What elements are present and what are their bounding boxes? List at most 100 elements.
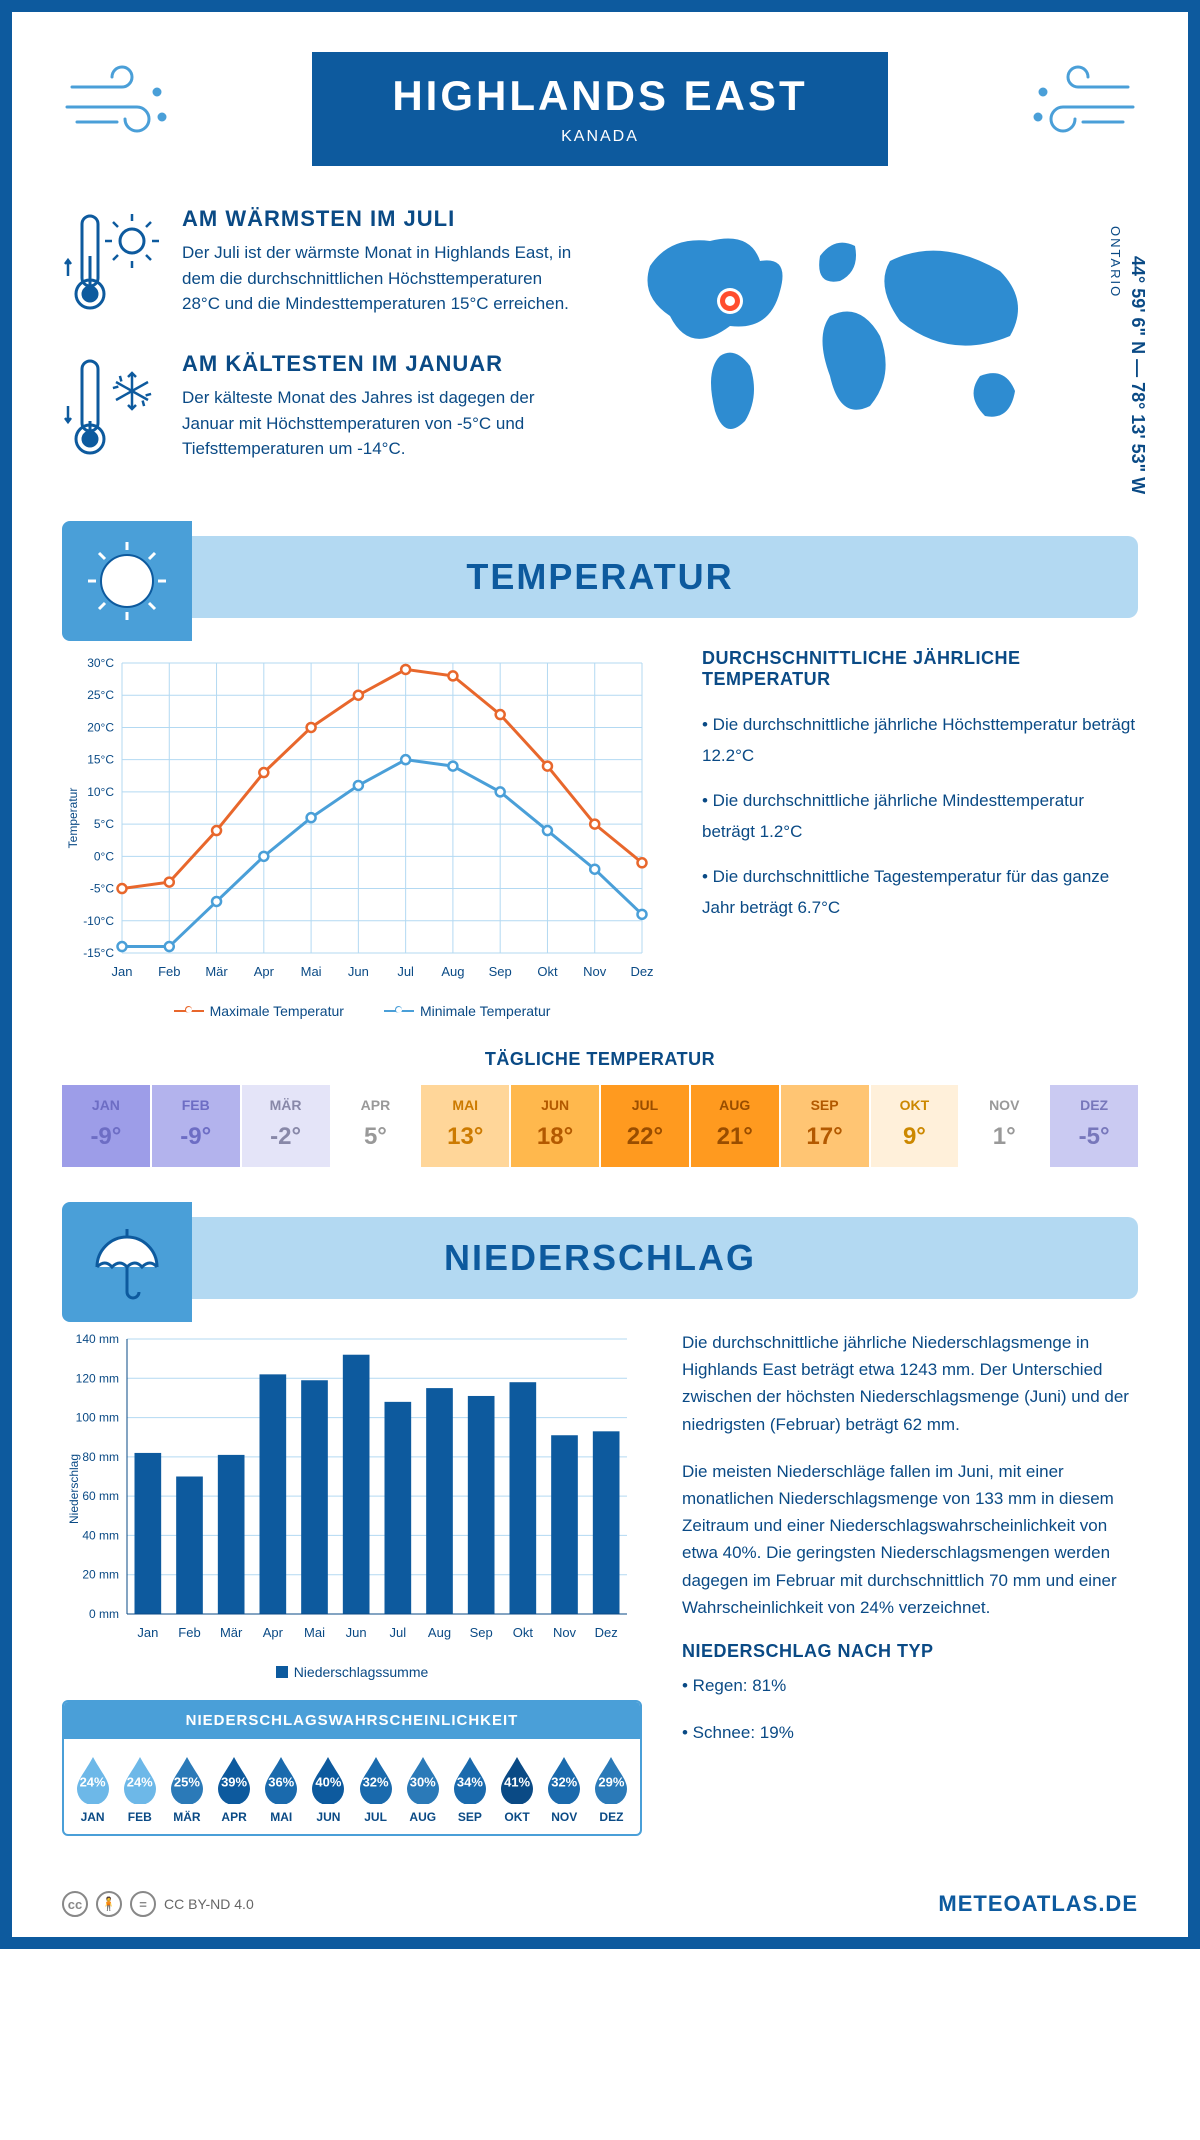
prob-cell: 39%APR <box>211 1754 258 1824</box>
svg-text:Nov: Nov <box>583 964 607 979</box>
svg-text:20°C: 20°C <box>87 720 114 734</box>
precip-p2: Die meisten Niederschläge fallen im Juni… <box>682 1458 1138 1621</box>
svg-text:Sep: Sep <box>470 1625 493 1640</box>
sun-icon <box>62 521 192 641</box>
fact-cold-text: Der kälteste Monat des Jahres ist dagege… <box>182 385 580 462</box>
by-icon: 🧍 <box>96 1891 122 1917</box>
svg-text:140 mm: 140 mm <box>76 1332 119 1346</box>
svg-text:0°C: 0°C <box>94 849 114 863</box>
daily-cell: AUG21° <box>691 1085 779 1167</box>
thermometer-snow-icon <box>62 351 162 466</box>
umbrella-icon <box>62 1202 192 1322</box>
prob-cell: 29%DEZ <box>588 1754 635 1824</box>
intro-row: AM WÄRMSTEN IM JULI Der Juli ist der wär… <box>62 206 1138 496</box>
temp-bullet: • Die durchschnittliche jährliche Mindes… <box>702 786 1138 847</box>
title-banner: HIGHLANDS EAST KANADA <box>312 52 887 166</box>
svg-text:Mär: Mär <box>220 1625 243 1640</box>
coords-label: 44° 59' 6" N — 78° 13' 53" W <box>1127 256 1148 494</box>
temperature-line-chart: -15°C-10°C-5°C0°C5°C10°C15°C20°C25°C30°C… <box>62 648 662 1019</box>
prob-cell: 41%OKT <box>494 1754 541 1824</box>
precipitation-bar-chart: 0 mm20 mm40 mm60 mm80 mm100 mm120 mm140 … <box>62 1329 642 1680</box>
svg-text:-5°C: -5°C <box>90 882 114 896</box>
svg-text:Temperatur: Temperatur <box>66 788 80 849</box>
section-header-temp: TEMPERATUR <box>62 536 1138 618</box>
fact-warm-text: Der Juli ist der wärmste Monat in Highla… <box>182 240 580 317</box>
precip-probability-box: NIEDERSCHLAGSWAHRSCHEINLICHKEIT 24%JAN24… <box>62 1700 642 1836</box>
footer: cc 🧍 = CC BY-ND 4.0 METEOATLAS.DE <box>62 1876 1138 1917</box>
brand: METEOATLAS.DE <box>938 1891 1138 1917</box>
precip-type-title: NIEDERSCHLAG NACH TYP <box>682 1641 1138 1662</box>
svg-text:Mär: Mär <box>205 964 228 979</box>
svg-text:Apr: Apr <box>254 964 275 979</box>
prob-title: NIEDERSCHLAGSWAHRSCHEINLICHKEIT <box>64 1702 640 1739</box>
daily-cell: DEZ-5° <box>1050 1085 1138 1167</box>
svg-text:100 mm: 100 mm <box>76 1411 119 1425</box>
daily-cell: APR5° <box>332 1085 420 1167</box>
section-title: TEMPERATUR <box>222 556 1138 598</box>
daily-temp-grid: JAN-9°FEB-9°MÄR-2°APR5°MAI13°JUN18°JUL22… <box>62 1085 1138 1167</box>
prob-cell: 30%AUG <box>399 1754 446 1824</box>
license: cc 🧍 = CC BY-ND 4.0 <box>62 1891 254 1917</box>
svg-text:Okt: Okt <box>537 964 558 979</box>
section-header-precip: NIEDERSCHLAG <box>62 1217 1138 1299</box>
svg-text:Dez: Dez <box>595 1625 618 1640</box>
svg-text:60 mm: 60 mm <box>82 1489 119 1503</box>
temp-bullet: • Die durchschnittliche jährliche Höchst… <box>702 710 1138 771</box>
section-title: NIEDERSCHLAG <box>222 1237 1138 1279</box>
svg-text:Dez: Dez <box>630 964 653 979</box>
precip-legend: Niederschlagssumme <box>62 1664 642 1680</box>
svg-text:Jul: Jul <box>397 964 414 979</box>
daily-cell: NOV1° <box>960 1085 1048 1167</box>
svg-text:Sep: Sep <box>489 964 512 979</box>
region-label: ONTARIO <box>1108 226 1123 298</box>
daily-cell: FEB-9° <box>152 1085 240 1167</box>
world-map-box: ONTARIO 44° 59' 6" N — 78° 13' 53" W <box>620 206 1138 496</box>
svg-text:-15°C: -15°C <box>83 946 114 960</box>
prob-cell: 25%MÄR <box>163 1754 210 1824</box>
svg-text:Aug: Aug <box>428 1625 451 1640</box>
daily-cell: JUN18° <box>511 1085 599 1167</box>
world-map-icon <box>620 206 1060 456</box>
svg-text:Feb: Feb <box>178 1625 200 1640</box>
svg-text:Okt: Okt <box>513 1625 534 1640</box>
svg-text:Jun: Jun <box>346 1625 367 1640</box>
daily-cell: SEP17° <box>781 1085 869 1167</box>
temp-legend: Maximale Temperatur Minimale Temperatur <box>62 1003 662 1019</box>
svg-text:20 mm: 20 mm <box>82 1568 119 1582</box>
svg-text:Jan: Jan <box>112 964 133 979</box>
daily-cell: MÄR-2° <box>242 1085 330 1167</box>
page-subtitle: KANADA <box>392 128 807 146</box>
prob-cell: 24%JAN <box>69 1754 116 1824</box>
svg-text:Aug: Aug <box>441 964 464 979</box>
nd-icon: = <box>130 1891 156 1917</box>
prob-cell: 32%NOV <box>541 1754 588 1824</box>
prob-cell: 40%JUN <box>305 1754 352 1824</box>
svg-text:Jul: Jul <box>390 1625 407 1640</box>
fact-cold-title: AM KÄLTESTEN IM JANUAR <box>182 351 580 377</box>
svg-text:Feb: Feb <box>158 964 180 979</box>
daily-temp-title: TÄGLICHE TEMPERATUR <box>62 1049 1138 1070</box>
thermometer-sun-icon <box>62 206 162 321</box>
temp-summary-title: DURCHSCHNITTLICHE JÄHRLICHE TEMPERATUR <box>702 648 1138 690</box>
svg-text:Jun: Jun <box>348 964 369 979</box>
svg-text:Nov: Nov <box>553 1625 577 1640</box>
daily-cell: MAI13° <box>421 1085 509 1167</box>
svg-text:-10°C: -10°C <box>83 914 114 928</box>
wind-icon <box>62 62 172 147</box>
daily-cell: JUL22° <box>601 1085 689 1167</box>
svg-text:Jan: Jan <box>137 1625 158 1640</box>
daily-cell: OKT9° <box>871 1085 959 1167</box>
wind-icon <box>1028 62 1138 147</box>
svg-text:120 mm: 120 mm <box>76 1371 119 1385</box>
cc-icon: cc <box>62 1891 88 1917</box>
svg-text:80 mm: 80 mm <box>82 1450 119 1464</box>
svg-text:10°C: 10°C <box>87 785 114 799</box>
svg-text:Mai: Mai <box>301 964 322 979</box>
svg-text:40 mm: 40 mm <box>82 1528 119 1542</box>
header: HIGHLANDS EAST KANADA <box>62 52 1138 166</box>
prob-cell: 32%JUL <box>352 1754 399 1824</box>
precip-p1: Die durchschnittliche jährliche Niedersc… <box>682 1329 1138 1438</box>
fact-warm: AM WÄRMSTEN IM JULI Der Juli ist der wär… <box>62 206 580 321</box>
svg-text:30°C: 30°C <box>87 656 114 670</box>
svg-text:5°C: 5°C <box>94 817 114 831</box>
